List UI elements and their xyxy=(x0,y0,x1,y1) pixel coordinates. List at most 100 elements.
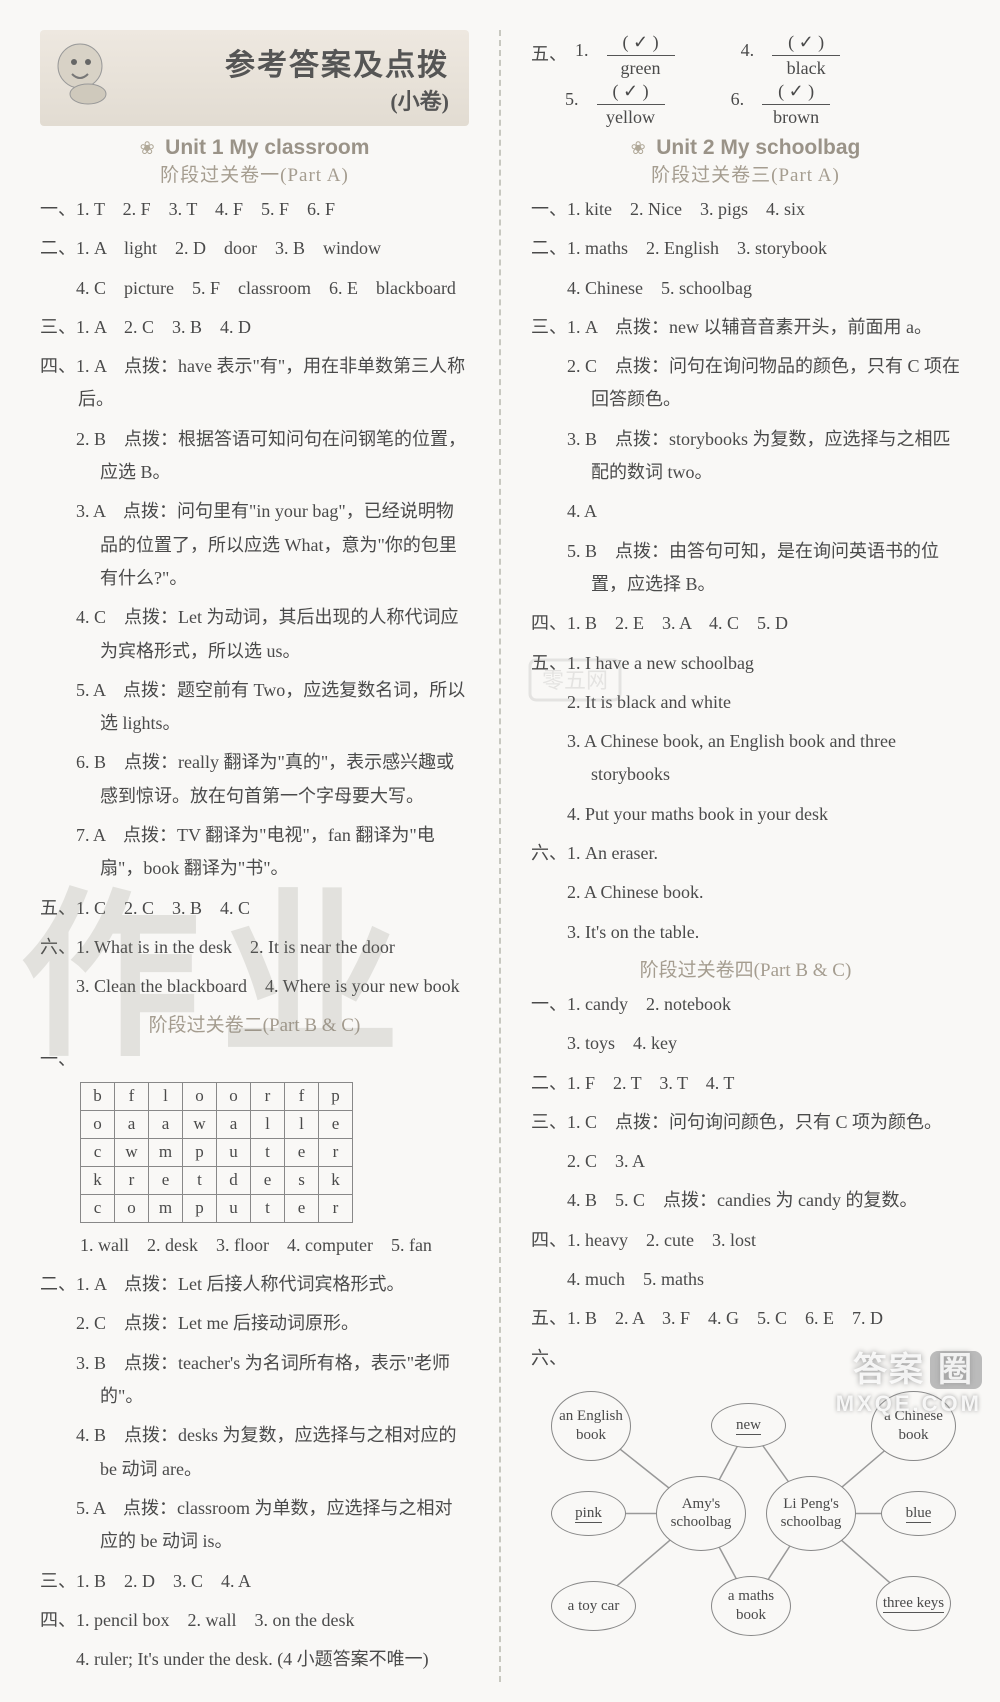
list-item: 7. A 点拨：TV 翻译为"电视"，fan 翻译为"电扇"，book 翻译为"… xyxy=(40,819,469,886)
grid-cell: l xyxy=(285,1110,319,1138)
list-item: 4. A xyxy=(531,495,960,528)
u1b-s3: 三、1. B 2. D 3. C 4. A xyxy=(40,1565,469,1598)
u2a-s2b: 4. Chinese 5. schoolbag xyxy=(531,272,960,305)
list-item: 4. B 5. C 点拨：candies 为 candy 的复数。 xyxy=(531,1184,960,1217)
list-item: 4. Put your maths book in your desk xyxy=(531,798,960,831)
grid-cell: o xyxy=(115,1194,149,1222)
list-item: 2. C 3. A xyxy=(531,1145,960,1178)
list-item: 4. B 点拨：desks 为复数，应选择与之相对应的 be 动词 are。 xyxy=(40,1419,469,1486)
list-item: 3. It's on the table. xyxy=(531,916,960,949)
u2b-s2: 二、1. F 2. T 3. T 4. T xyxy=(531,1067,960,1100)
grid-cell: e xyxy=(285,1138,319,1166)
list-item: 3. Clean the blackboard 4. Where is your… xyxy=(40,970,469,1003)
diagram-node: blue xyxy=(881,1491,956,1536)
u1a-s6: 六、1. What is in the desk 2. It is near t… xyxy=(40,931,469,1004)
diagram-node: new xyxy=(711,1403,786,1448)
grid-cell: l xyxy=(251,1110,285,1138)
list-item: 2. A Chinese book. xyxy=(531,876,960,909)
grid-cell: e xyxy=(285,1194,319,1222)
u1a-s5: 五、1. C 2. C 3. B 4. C xyxy=(40,892,469,925)
u2a-s6: 六、1. An eraser. 2. A Chinese book. 3. It's… xyxy=(531,837,960,949)
grid-cell: o xyxy=(217,1082,251,1110)
u2a-s2a: 二、1. maths 2. English 3. storybook xyxy=(531,232,960,265)
list-item: 六、1. What is in the desk 2. It is near t… xyxy=(40,931,469,964)
grid-cell: d xyxy=(217,1166,251,1194)
word-grid: bfloorfpoaawallecwmputerkretdeskcomputer xyxy=(80,1082,353,1223)
list-item: 3. B 点拨：storybooks 为复数，应选择与之相匹配的数词 two。 xyxy=(531,423,960,490)
banner-sub: (小卷) xyxy=(120,84,449,116)
u2b-s5: 五、1. B 2. A 3. F 4. G 5. C 6. E 7. D xyxy=(531,1302,960,1335)
banner-title: 参考答案及点拨 xyxy=(120,40,449,84)
unit2-sub-a: 阶段过关卷三(Part A) xyxy=(531,160,960,187)
q5-n6: 6. xyxy=(731,81,745,110)
grid-cell: a xyxy=(149,1110,183,1138)
unit1-sub-b: 阶段过关卷二(Part B & C) xyxy=(40,1010,469,1037)
q5-row2: 5. ( ✓ ) yellow 6. ( ✓ ) brown xyxy=(531,81,960,128)
schoolbag-diagram: an English booknewa Chinese bookpinkAmy'… xyxy=(531,1381,971,1661)
u1a-s4: 四、1. A 点拨：have 表示"有"，用在非单数第三人称后。2. B 点拨：… xyxy=(40,350,469,885)
grid-cell: t xyxy=(183,1166,217,1194)
grid-cell: a xyxy=(115,1110,149,1138)
u1b-gridrow: 1. wall 2. desk 3. floor 4. computer 5. … xyxy=(40,1229,469,1262)
u1a-s1: 一、1. T 2. F 3. T 4. F 5. F 6. F xyxy=(40,193,469,226)
q5-row1: 五、 1. ( ✓ ) green 4. ( ✓ ) black xyxy=(531,32,960,79)
u2b-s1b: 3. toys 4. key xyxy=(531,1027,960,1060)
u2a-s1: 一、1. kite 2. Nice 3. pigs 4. six xyxy=(531,193,960,226)
list-item: 6. B 点拨：really 翻译为"真的"，表示感兴趣或感到惊讶。放在句首第一… xyxy=(40,746,469,813)
unit2-sub-b: 阶段过关卷四(Part B & C) xyxy=(531,955,960,982)
list-item: 二、1. A 点拨：Let 后接人称代词宾格形式。 xyxy=(40,1268,469,1301)
list-item: 2. B 点拨：根据答语可知问句在问钢笔的位置，应选 B。 xyxy=(40,423,469,490)
q5-a6: ( ✓ ) brown xyxy=(762,81,830,128)
u1b-s2: 二、1. A 点拨：Let 后接人称代词宾格形式。 2. C 点拨：Let me … xyxy=(40,1268,469,1558)
diagram-node: Li Peng's schoolbag xyxy=(766,1476,856,1551)
grid-cell: r xyxy=(251,1082,285,1110)
grid-cell: m xyxy=(149,1138,183,1166)
u2b-s4b: 4. much 5. maths xyxy=(531,1263,960,1296)
grid-cell: e xyxy=(149,1166,183,1194)
paw-icon: ❀ xyxy=(140,138,155,158)
unit1-head: ❀ Unit 1 My classroom 阶段过关卷一(Part A) xyxy=(40,136,469,187)
grid-cell: r xyxy=(115,1166,149,1194)
diagram-node: an English book xyxy=(551,1391,631,1461)
grid-cell: k xyxy=(81,1166,115,1194)
watermark-bottom: 答案 圈 MXQE.COM xyxy=(836,1342,982,1417)
unit1-title: Unit 1 My classroom xyxy=(165,136,369,159)
grid-cell: t xyxy=(251,1194,285,1222)
list-item: 3. A Chinese book, an English book and t… xyxy=(531,725,960,792)
grid-cell: u xyxy=(217,1194,251,1222)
list-item: 三、1. A 点拨：new 以辅音音素开头，前面用 a。 xyxy=(531,311,960,344)
grid-cell: p xyxy=(183,1194,217,1222)
list-item: 六、1. An eraser. xyxy=(531,837,960,870)
q5-a1: ( ✓ ) green xyxy=(607,32,675,79)
q5-prefix: 五、 xyxy=(531,32,567,66)
grid-cell: e xyxy=(251,1166,285,1194)
grid-cell: r xyxy=(319,1194,353,1222)
list-item: 3. B 点拨：teacher's 为名词所有格，表示"老师的"。 xyxy=(40,1347,469,1414)
grid-prefix: 一、 xyxy=(40,1043,469,1076)
grid-cell: o xyxy=(81,1110,115,1138)
list-item: 四、1. A 点拨：have 表示"有"，用在非单数第三人称后。 xyxy=(40,350,469,417)
u2a-s3: 三、1. A 点拨：new 以辅音音素开头，前面用 a。2. C 点拨：问句在询… xyxy=(531,311,960,601)
diagram-node: a toy car xyxy=(551,1581,636,1631)
list-item: 4. C 点拨：Let 为动词，其后出现的人称代词应为宾格形式，所以选 us。 xyxy=(40,601,469,668)
grid-cell: e xyxy=(319,1110,353,1138)
grid-cell: c xyxy=(81,1194,115,1222)
grid-cell: r xyxy=(319,1138,353,1166)
u1a-s2a: 二、1. A light 2. D door 3. B window xyxy=(40,232,469,265)
grid-cell: o xyxy=(183,1082,217,1110)
u1b-s4a: 四、1. pencil box 2. wall 3. on the desk xyxy=(40,1604,469,1637)
q5-n1: 1. xyxy=(575,32,589,61)
q5-n4: 4. xyxy=(741,32,755,61)
list-item: 5. A 点拨：classroom 为单数，应选择与之相对应的 be 动词 is… xyxy=(40,1492,469,1559)
list-item: 5. B 点拨：由答句可知，是在询问英语书的位置，应选择 B。 xyxy=(531,535,960,602)
svg-text:零五网: 零五网 xyxy=(542,668,608,693)
grid-cell: k xyxy=(319,1166,353,1194)
list-item: 3. A 点拨：问句里有"in your bag"，已经说明物品的位置了，所以应… xyxy=(40,495,469,595)
list-item: 2. C 点拨：Let me 后接动词原形。 xyxy=(40,1307,469,1340)
diagram-node: three keys xyxy=(876,1576,951,1631)
grid-cell: l xyxy=(149,1082,183,1110)
u2b-s3: 三、1. C 点拨：问句询问颜色，只有 C 项为颜色。2. C 3. A4. B… xyxy=(531,1106,960,1218)
u2b-s1a: 一、1. candy 2. notebook xyxy=(531,988,960,1021)
grid-cell: c xyxy=(81,1138,115,1166)
stamp-icon: 零五网 xyxy=(520,640,640,720)
